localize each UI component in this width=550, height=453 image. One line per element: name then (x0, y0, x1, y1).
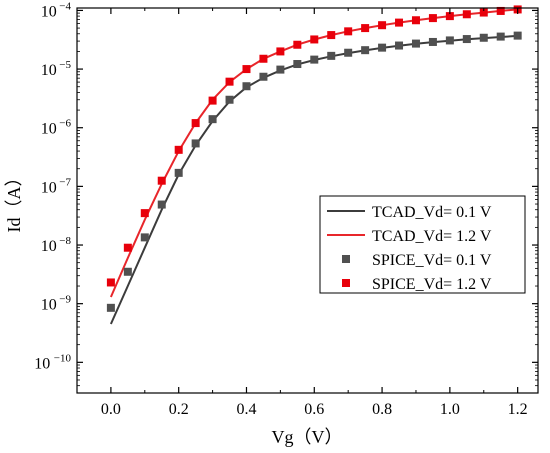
x-tick-label: 0.2 (169, 401, 189, 418)
y-tick-label: 10 (41, 3, 57, 20)
series-point (344, 27, 353, 36)
series-point (106, 278, 115, 287)
series-point (208, 96, 217, 105)
series-point (259, 54, 268, 63)
y-tick-label: 10 (41, 62, 57, 79)
legend: TCAD_Vd= 0.1 V TCAD_Vd= 1.2 V SPICE_Vd= 0.… (319, 195, 526, 294)
series-point (208, 115, 217, 124)
legend-marker-swatch (342, 255, 350, 263)
plot-frame (76, 7, 539, 394)
legend-box (319, 195, 526, 294)
series-point (225, 95, 234, 104)
y-tick-exponent: −4 (59, 0, 71, 12)
series-point (445, 12, 454, 21)
y-tick-exponent: −10 (54, 352, 72, 364)
y-tick-label: 10 (41, 179, 57, 196)
series-point (174, 168, 183, 177)
series-point (462, 10, 471, 19)
y-tick-exponent: −6 (59, 118, 71, 130)
y-tick-exponent: −9 (59, 294, 71, 306)
series-point (411, 16, 420, 25)
y-tick-exponent: −7 (59, 176, 71, 188)
series-point (310, 55, 319, 64)
legend-label: TCAD_Vd= 0.1 V (372, 204, 492, 221)
series-point (411, 39, 420, 48)
series-point (428, 14, 437, 23)
series-point (191, 119, 200, 128)
series-point (276, 65, 285, 74)
series-point (479, 8, 488, 17)
series-point (276, 47, 285, 56)
y-axis-title: Id（A） (4, 169, 24, 233)
y-tick-label: 10 (41, 121, 57, 138)
series-point (327, 51, 336, 60)
y-tick-label: 10 (41, 297, 57, 314)
x-tick-label: 0.4 (236, 401, 256, 418)
series-point (140, 209, 149, 218)
x-tick-label: 0.6 (304, 401, 324, 418)
series-point (462, 35, 471, 44)
x-tick-label: 1.2 (508, 401, 528, 418)
series-point (259, 72, 268, 81)
y-tick-label: 10 (41, 238, 57, 255)
series-point (123, 267, 132, 276)
legend-label: TCAD_Vd= 1.2 V (372, 228, 492, 245)
series-point (428, 37, 437, 46)
series-point (242, 65, 251, 74)
series-point (378, 21, 387, 30)
series-point (293, 40, 302, 49)
series-point (496, 6, 505, 15)
series-point (310, 35, 319, 44)
series-point (344, 48, 353, 57)
series-point (395, 18, 404, 27)
series-point (496, 32, 505, 41)
series-point (123, 243, 132, 252)
x-axis: 0.0 0.2 0.4 0.6 0.8 1.0 1.2 (101, 8, 528, 418)
x-tick-label: 1.0 (440, 401, 460, 418)
series-point (225, 77, 234, 86)
series-point (157, 200, 166, 209)
x-axis-title: Vg（V） (272, 427, 343, 447)
series-point (157, 176, 166, 185)
series-point (140, 233, 149, 242)
series-point (361, 24, 370, 33)
series-point (191, 139, 200, 148)
series-point (479, 33, 488, 42)
series-point (361, 46, 370, 55)
y-tick-label: 10 (34, 355, 50, 372)
x-tick-label: 0.0 (101, 401, 121, 418)
legend-label: SPICE_Vd= 1.2 V (372, 276, 492, 293)
legend-marker-swatch (342, 279, 350, 287)
series-point (242, 82, 251, 91)
series-point (293, 60, 302, 69)
series-point (327, 31, 336, 40)
plot-content (106, 5, 522, 325)
y-tick-exponent: −8 (59, 235, 71, 247)
y-tick-exponent: −5 (59, 59, 71, 71)
series-point (174, 145, 183, 154)
series-point (106, 303, 115, 312)
series-point (513, 31, 522, 40)
series-point (395, 41, 404, 50)
series-point (378, 43, 387, 52)
series-point (445, 36, 454, 45)
legend-label: SPICE_Vd= 0.1 V (372, 252, 492, 269)
x-tick-label: 0.8 (372, 401, 392, 418)
